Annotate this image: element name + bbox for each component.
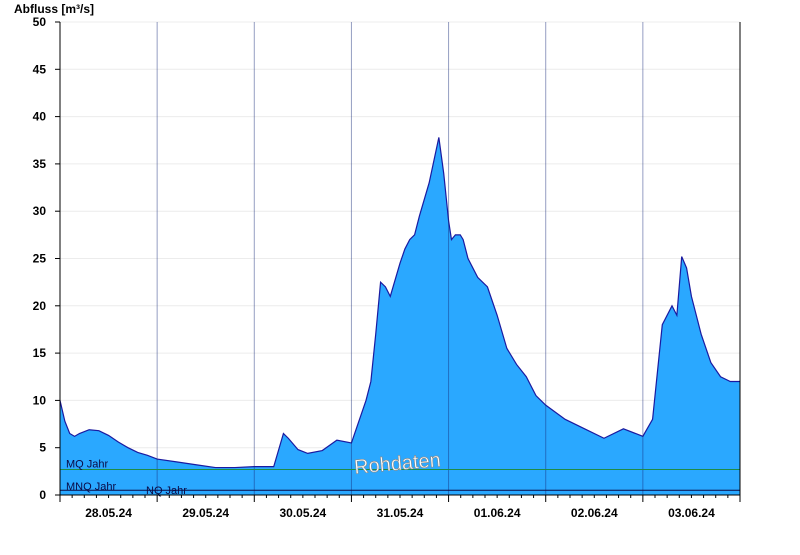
y-axis-title: Abfluss [m³/s] <box>14 2 94 16</box>
reference-lines: MQ Jahr MNQ Jahr NQ Jahr <box>60 458 740 497</box>
x-tick-label: 28.05.24 <box>85 506 132 520</box>
y-tick-label: 35 <box>33 157 47 171</box>
grid-layer <box>60 21 740 449</box>
y-tick-label: 30 <box>33 204 47 218</box>
x-tick-label: 29.05.24 <box>182 506 229 520</box>
data-layer <box>59 22 740 496</box>
mnq-label: MNQ Jahr <box>66 481 116 493</box>
x-tick-label: 31.05.24 <box>377 506 424 520</box>
y-tick-label: 20 <box>33 299 47 313</box>
y-tick-label: 25 <box>33 252 47 266</box>
x-tick-label: 30.05.24 <box>279 506 326 520</box>
y-tick-label: 45 <box>33 62 47 76</box>
x-tick-label: 02.06.24 <box>571 506 618 520</box>
mq-label: MQ Jahr <box>66 458 109 470</box>
nq-label: NQ Jahr <box>146 485 187 497</box>
y-tick-label: 5 <box>39 441 46 455</box>
y-tick-label: 50 <box>33 15 47 29</box>
y-tick-label: 15 <box>33 346 47 360</box>
discharge-area <box>60 137 740 496</box>
y-tick-label: 10 <box>33 393 47 407</box>
x-tick-label: 01.06.24 <box>474 506 521 520</box>
axis-layer: 0 5 10 15 20 25 30 35 40 45 50 28.05.24 29.05.24 30.0… <box>33 15 741 520</box>
y-tick-label: 40 <box>33 110 47 124</box>
y-tick-label: 0 <box>39 488 46 502</box>
discharge-line <box>59 137 740 469</box>
x-tick-label: 03.06.24 <box>668 506 715 520</box>
